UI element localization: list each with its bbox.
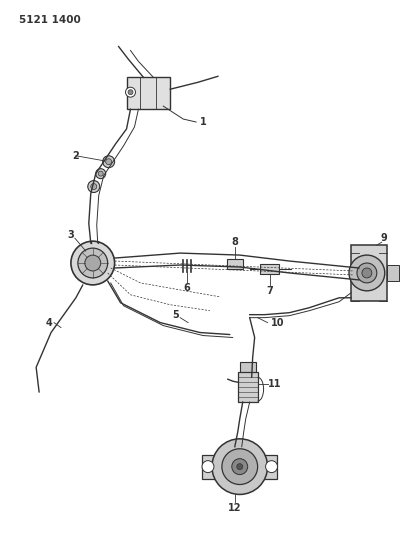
Circle shape	[91, 183, 97, 190]
Text: 7: 7	[266, 286, 273, 296]
Circle shape	[96, 168, 106, 179]
Circle shape	[128, 90, 133, 95]
Circle shape	[349, 255, 385, 291]
Circle shape	[202, 461, 214, 473]
Text: 10: 10	[271, 318, 284, 328]
FancyBboxPatch shape	[240, 362, 256, 374]
FancyBboxPatch shape	[238, 372, 257, 402]
Text: 6: 6	[184, 283, 191, 293]
Circle shape	[212, 439, 268, 495]
Circle shape	[106, 159, 112, 165]
Text: 5: 5	[172, 310, 179, 320]
Text: 3: 3	[68, 230, 74, 240]
Text: 9: 9	[380, 233, 387, 243]
Circle shape	[357, 263, 377, 283]
Circle shape	[126, 87, 135, 97]
FancyBboxPatch shape	[227, 259, 243, 269]
Text: 2: 2	[73, 151, 79, 161]
Text: 4: 4	[46, 318, 53, 328]
FancyBboxPatch shape	[126, 77, 170, 109]
Circle shape	[362, 268, 372, 278]
Circle shape	[266, 461, 277, 473]
Text: 8: 8	[231, 237, 238, 247]
Circle shape	[88, 181, 100, 192]
FancyBboxPatch shape	[259, 264, 279, 274]
Circle shape	[222, 449, 257, 484]
Text: 11: 11	[268, 379, 281, 389]
Circle shape	[85, 255, 101, 271]
Circle shape	[98, 171, 103, 176]
Text: 5121 1400: 5121 1400	[19, 15, 81, 25]
Circle shape	[103, 156, 115, 168]
Circle shape	[78, 248, 108, 278]
Circle shape	[71, 241, 115, 285]
Text: 12: 12	[228, 503, 242, 513]
Circle shape	[237, 464, 243, 470]
Circle shape	[232, 459, 248, 474]
FancyBboxPatch shape	[387, 265, 399, 281]
FancyBboxPatch shape	[202, 455, 277, 479]
Text: 1: 1	[200, 117, 207, 127]
FancyBboxPatch shape	[351, 245, 387, 301]
